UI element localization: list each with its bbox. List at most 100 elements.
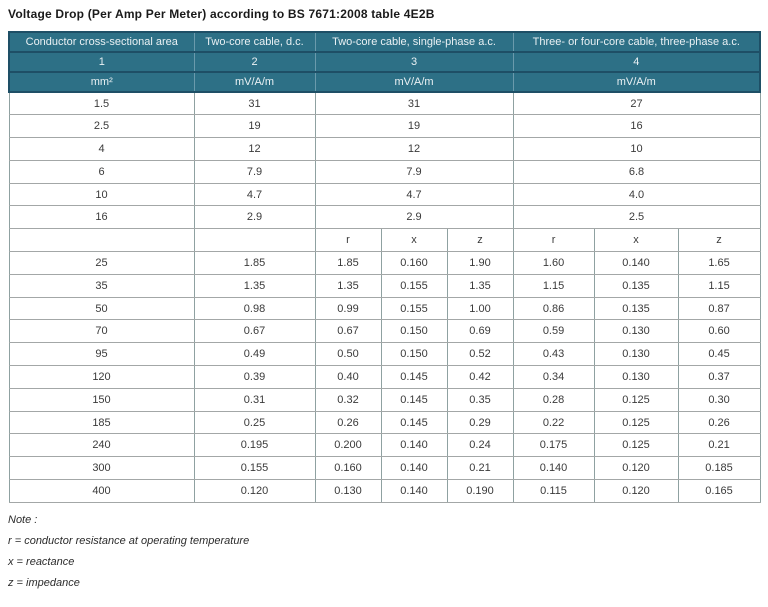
table-cell: 0.125 <box>593 387 679 412</box>
table-cell: 0.26 <box>677 410 761 435</box>
table-cell: 1.35 <box>314 273 382 298</box>
table-cell: 0.190 <box>446 479 514 503</box>
table-row: 10 4.7 4.7 4.0 <box>8 182 761 207</box>
table-cell: 0.29 <box>446 410 514 435</box>
table-cell: 1.5 <box>8 91 195 116</box>
table-cell: 10 <box>512 137 761 161</box>
table-cell: 0.25 <box>193 410 316 435</box>
empty-cell <box>8 228 195 253</box>
page-title: Voltage Drop (Per Amp Per Meter) accordi… <box>8 7 435 21</box>
table-cell: 0.125 <box>593 410 679 435</box>
table-cell: 0.175 <box>512 433 595 458</box>
table-cell: 2.5 <box>512 205 761 230</box>
table-cell: 1.00 <box>446 296 514 321</box>
table-cell: 12 <box>314 137 514 161</box>
table-cell: 0.150 <box>380 319 448 344</box>
table-row: 95 0.49 0.50 0.150 0.52 0.43 0.130 0.45 <box>8 342 761 367</box>
table-cell: 0.21 <box>446 456 514 481</box>
table-cell: 0.185 <box>677 456 761 481</box>
table-cell: 0.67 <box>193 319 316 344</box>
table-cell: 0.160 <box>380 251 448 275</box>
notes: Note : r = conductor resistance at opera… <box>8 513 760 589</box>
unit-cell: mV/A/m <box>512 71 762 93</box>
table-cell: 0.86 <box>512 296 595 321</box>
table-cell: 0.140 <box>593 251 679 275</box>
subheader-z: z <box>446 228 514 253</box>
table-cell: 400 <box>8 479 195 503</box>
note-z-definition: z = impedance <box>8 576 80 589</box>
table-row: 35 1.35 1.35 0.155 1.35 1.15 0.135 1.15 <box>8 273 761 298</box>
table-cell: 0.26 <box>314 410 382 435</box>
table-cell: 7.9 <box>193 159 316 184</box>
table-row: 150 0.31 0.32 0.145 0.35 0.28 0.125 0.30 <box>8 387 761 412</box>
table-cell: 0.30 <box>677 387 761 412</box>
table-subheader: r x z r x z <box>8 228 761 253</box>
table-cell: 120 <box>8 365 195 389</box>
table-cell: 31 <box>314 91 514 116</box>
table-row: 50 0.98 0.99 0.155 1.00 0.86 0.135 0.87 <box>8 296 761 321</box>
table-cell: 7.9 <box>314 159 514 184</box>
table-cell: 0.43 <box>512 342 595 367</box>
subheader-x: x <box>593 228 679 253</box>
table-cell: 0.34 <box>512 365 595 389</box>
table-cell: 0.145 <box>380 410 448 435</box>
table-cell: 4 <box>8 137 195 161</box>
table-cell: 10 <box>8 182 195 207</box>
table-cell: 2.5 <box>8 114 195 139</box>
table-cell: 1.15 <box>677 273 761 298</box>
table-cell: 0.145 <box>380 365 448 389</box>
table-cell: 0.115 <box>512 479 595 503</box>
table-row: 300 0.155 0.160 0.140 0.21 0.140 0.120 0.185 <box>8 456 761 481</box>
table-cell: 185 <box>8 410 195 435</box>
column-number: 3 <box>314 51 514 73</box>
table-cell: 0.140 <box>512 456 595 481</box>
unit-cell: mV/A/m <box>314 71 514 93</box>
column-number: 2 <box>193 51 316 73</box>
table-cell: 0.35 <box>446 387 514 412</box>
subheader-x: x <box>380 228 448 253</box>
table-cell: 2.9 <box>314 205 514 230</box>
table-cell: 0.31 <box>193 387 316 412</box>
column-number: 4 <box>512 51 762 73</box>
table-row: 400 0.120 0.130 0.140 0.190 0.115 0.120 0.165 <box>8 479 761 503</box>
header-row-units: mm² mV/A/m mV/A/m mV/A/m <box>8 71 762 93</box>
table-row: 240 0.195 0.200 0.140 0.24 0.175 0.125 0.21 <box>8 433 761 458</box>
table-header: Conductor cross-sectional area Two-core … <box>8 31 762 93</box>
table-cell: 0.99 <box>314 296 382 321</box>
table-cell: 0.60 <box>677 319 761 344</box>
unit-cell: mm² <box>8 71 195 93</box>
table-cell: 1.15 <box>512 273 595 298</box>
table-cell: 0.140 <box>380 456 448 481</box>
table-row: 25 1.85 1.85 0.160 1.90 1.60 0.140 1.65 <box>8 251 761 275</box>
table-cell: 0.52 <box>446 342 514 367</box>
table-cell: 25 <box>8 251 195 275</box>
table-cell: 4.0 <box>512 182 761 207</box>
table-cell: 50 <box>8 296 195 321</box>
note-r-definition: r = conductor resistance at operating te… <box>8 534 250 547</box>
table-cell: 16 <box>8 205 195 230</box>
column-header-three-phase: Three- or four-core cable, three-phase a… <box>512 31 762 53</box>
subheader-z: z <box>677 228 761 253</box>
table-cell: 0.37 <box>677 365 761 389</box>
subheader-r: r <box>512 228 595 253</box>
table-cell: 0.98 <box>193 296 316 321</box>
table-cell: 12 <box>193 137 316 161</box>
table-cell: 1.35 <box>446 273 514 298</box>
table-cell: 0.200 <box>314 433 382 458</box>
table-cell: 0.39 <box>193 365 316 389</box>
table-cell: 0.45 <box>677 342 761 367</box>
note-heading: Note : <box>8 513 38 526</box>
table-cell: 0.32 <box>314 387 382 412</box>
table-cell: 0.28 <box>512 387 595 412</box>
table-row: 2.5 19 19 16 <box>8 114 761 139</box>
table-cell: 0.130 <box>314 479 382 503</box>
column-header-dc: Two-core cable, d.c. <box>193 31 316 53</box>
table-row: 1.5 31 31 27 <box>8 91 761 116</box>
table-cell: 0.59 <box>512 319 595 344</box>
table-cell: 150 <box>8 387 195 412</box>
note-x-definition: x = reactance <box>8 555 75 568</box>
empty-cell <box>193 228 316 253</box>
table-row: 6 7.9 7.9 6.8 <box>8 159 761 184</box>
table-row: 185 0.25 0.26 0.145 0.29 0.22 0.125 0.26 <box>8 410 761 435</box>
subheader-r: r <box>314 228 382 253</box>
